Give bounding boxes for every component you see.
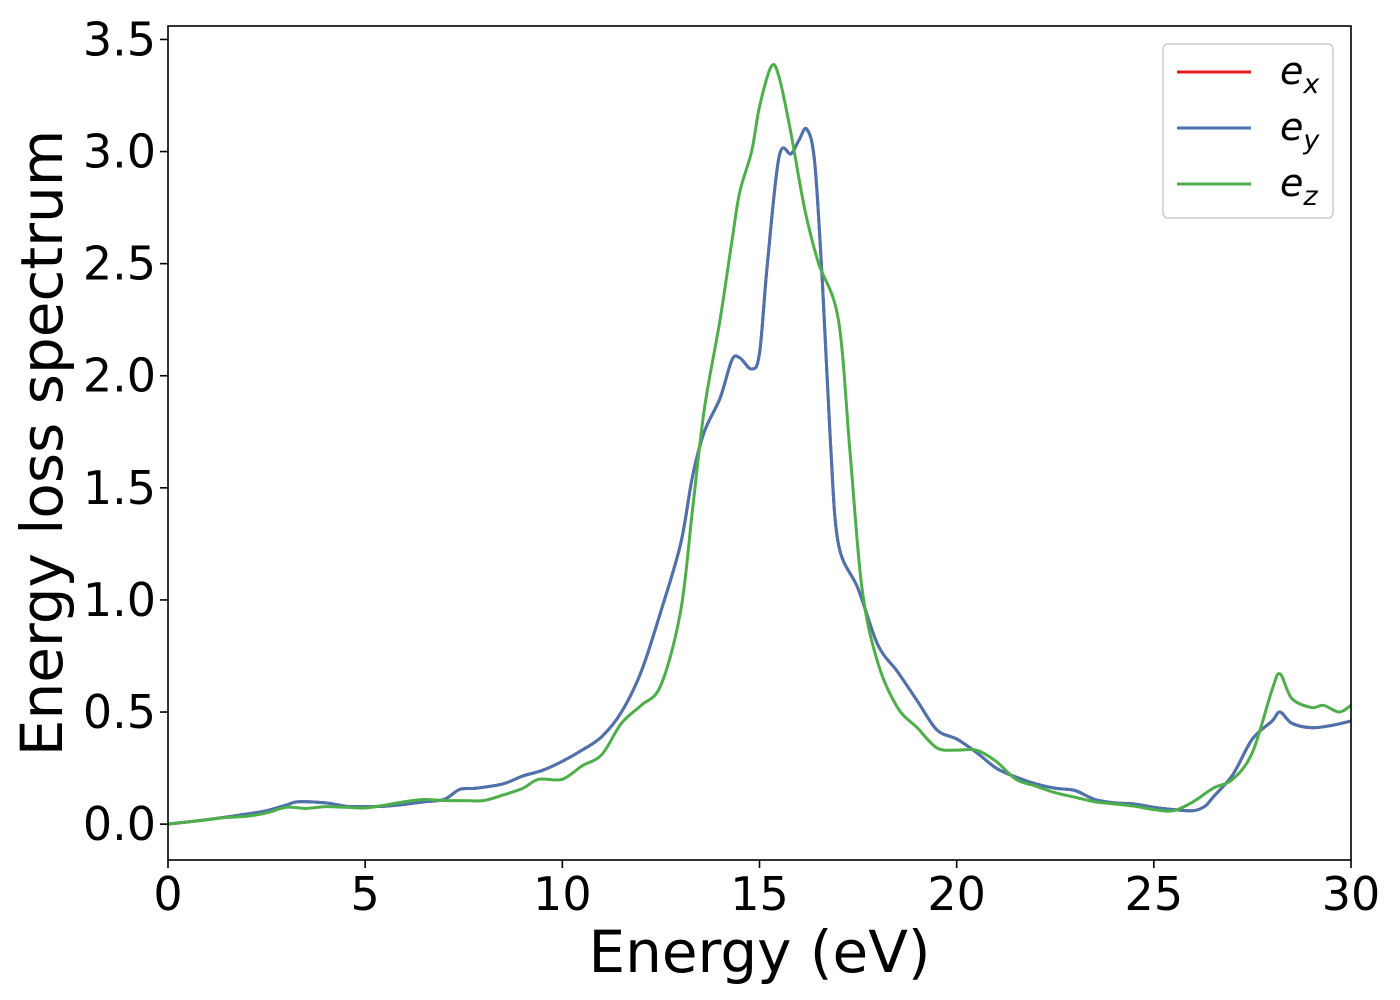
y-tick-label: 2.0 [83, 349, 156, 403]
x-axis-ticks: 0 5 10 15 20 25 30 [153, 860, 1380, 921]
x-tick-label: 25 [1125, 867, 1184, 921]
y-tick-label: 3.0 [83, 125, 156, 179]
y-tick-label: 2.5 [83, 237, 156, 291]
series-line-e-y [168, 126, 1351, 826]
legend-entry-label: ey [1280, 105, 1320, 156]
y-tick-label: 1.0 [83, 573, 156, 627]
y-axis-ticks: 0.0 0.5 1.0 1.5 2.0 2.5 3.0 3.5 [83, 12, 168, 851]
y-tick-label: 0.5 [83, 685, 156, 739]
legend-entry-label: ez [1280, 161, 1318, 212]
x-tick-label: 15 [730, 867, 789, 921]
legend-entry-subscript: y [1302, 125, 1320, 156]
legend-entry-label: ex [1280, 49, 1320, 100]
x-tick-label: 30 [1322, 867, 1381, 921]
legend-box [1162, 43, 1334, 219]
y-tick-label: 1.5 [83, 461, 156, 515]
series-line-e-z [168, 62, 1351, 826]
x-tick-label: 10 [533, 867, 592, 921]
y-tick-label: 0.0 [83, 797, 156, 851]
series-line-e-x [168, 126, 1351, 826]
legend-entry-subscript: z [1302, 181, 1318, 212]
legend-entry-subscript: x [1302, 69, 1320, 100]
x-tick-label: 5 [351, 867, 380, 921]
x-tick-label: 0 [153, 867, 182, 921]
y-axis-label: Energy loss spectrum [8, 130, 76, 756]
series-layer [168, 62, 1351, 826]
y-tick-label: 3.5 [83, 12, 156, 66]
x-axis-label: Energy (eV) [588, 918, 930, 986]
x-tick-label: 20 [927, 867, 986, 921]
